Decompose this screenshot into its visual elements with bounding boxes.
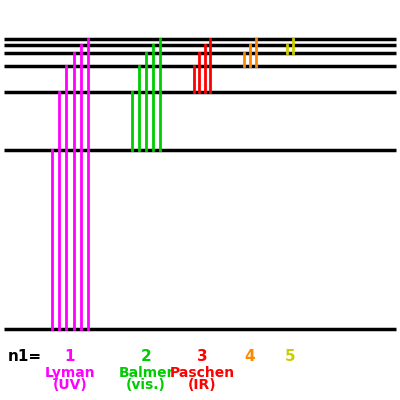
Text: 4: 4	[245, 349, 255, 364]
Text: (IR): (IR)	[188, 378, 216, 392]
Text: n1=: n1=	[8, 349, 42, 364]
Text: Balmer: Balmer	[118, 366, 174, 380]
Text: Lyman: Lyman	[45, 366, 95, 380]
Text: 2: 2	[141, 349, 151, 364]
Text: Paschen: Paschen	[170, 366, 234, 380]
Text: (UV): (UV)	[53, 378, 87, 392]
Text: (vis.): (vis.)	[126, 378, 166, 392]
Text: 3: 3	[197, 349, 207, 364]
Text: 1: 1	[65, 349, 75, 364]
Text: 5: 5	[285, 349, 295, 364]
